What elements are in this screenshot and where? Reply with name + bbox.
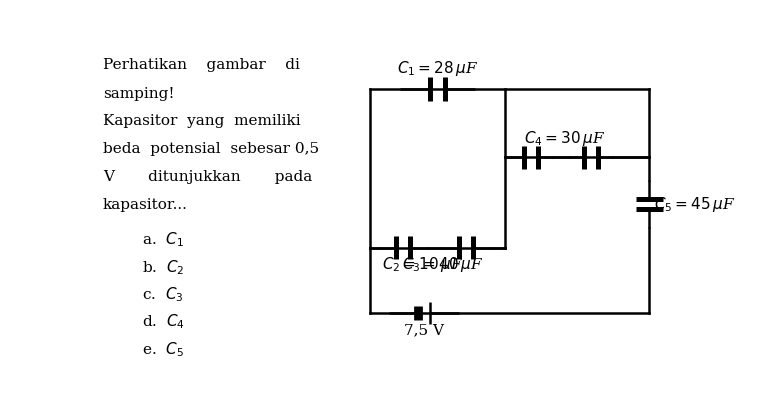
Text: V       ditunjukkan       pada: V ditunjukkan pada (103, 170, 312, 184)
Text: $C_5 = 45\,\mu$F: $C_5 = 45\,\mu$F (654, 194, 735, 214)
Text: b.  $C_2$: b. $C_2$ (142, 258, 184, 276)
Text: a.  $C_1$: a. $C_1$ (142, 230, 184, 249)
Text: samping!: samping! (103, 87, 174, 101)
Text: Perhatikan    gambar    di: Perhatikan gambar di (103, 58, 300, 72)
Text: 7,5 V: 7,5 V (405, 323, 444, 337)
Text: beda  potensial  sebesar 0,5: beda potensial sebesar 0,5 (103, 142, 319, 156)
Text: $C_4 = 30\,\mu$F: $C_4 = 30\,\mu$F (524, 129, 605, 148)
Text: e.  $C_5$: e. $C_5$ (142, 340, 184, 359)
Text: d.  $C_4$: d. $C_4$ (142, 313, 185, 331)
Text: kapasitor...: kapasitor... (103, 198, 188, 212)
Text: Kapasitor  yang  memiliki: Kapasitor yang memiliki (103, 114, 301, 128)
Text: c.  $C_3$: c. $C_3$ (142, 285, 184, 304)
Text: $C_3 = 40\,\mu$F: $C_3 = 40\,\mu$F (401, 255, 483, 274)
Text: $C_2 = 10\,\mu$F: $C_2 = 10\,\mu$F (382, 255, 463, 274)
Text: $C_1 = 28\,\mu$F: $C_1 = 28\,\mu$F (397, 59, 478, 78)
